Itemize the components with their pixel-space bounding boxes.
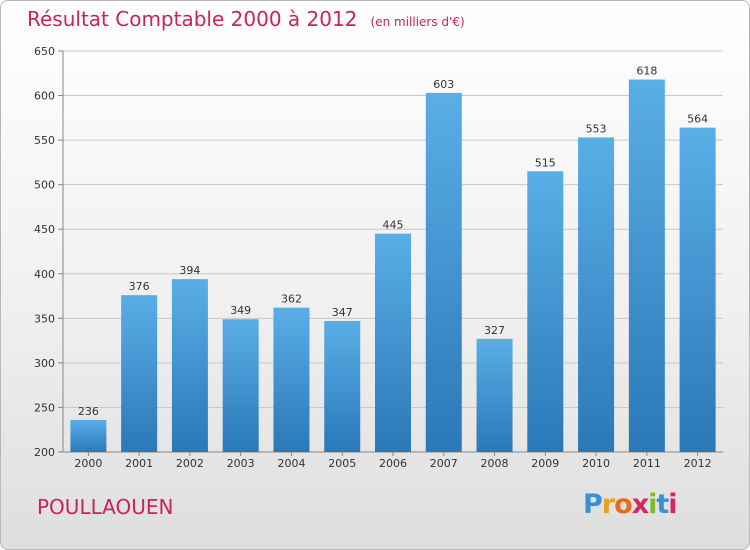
value-label-2012: 564 [687,113,708,126]
x-tick-label-2002: 2002 [176,457,204,470]
labels: 200 250 300 350 400 450 500 550 600 650 236 2000 376… [34,45,712,470]
value-label-2000: 236 [78,405,99,418]
x-tick-label-2000: 2000 [74,457,102,470]
value-label-2003: 349 [230,304,251,317]
bar-2011 [628,79,665,452]
value-label-2001: 376 [129,280,150,293]
value-label-2004: 362 [281,293,302,306]
x-tick-label-2001: 2001 [125,457,153,470]
bar-2008 [476,338,513,452]
x-tick-label-2010: 2010 [582,457,610,470]
logo-letter: i [668,489,677,520]
y-tick-label: 600 [34,90,55,103]
x-tick-label-2004: 2004 [277,457,305,470]
x-tick-label-2009: 2009 [531,457,559,470]
bar-2002 [171,279,208,452]
logo-letter: x [631,489,649,520]
y-tick-label: 500 [34,179,55,192]
chart-title: Résultat Comptable 2000 à 2012 (en milli… [27,7,465,31]
value-label-2010: 553 [586,122,607,135]
bars [70,79,716,453]
value-label-2011: 618 [636,65,657,78]
bar-2010 [578,137,615,452]
x-tick-label-2003: 2003 [227,457,255,470]
x-tick-label-2007: 2007 [430,457,458,470]
commune-name: POULLAOUEN [37,495,174,519]
title-unit: (en milliers d'€) [370,15,465,29]
bar-2004 [273,307,310,452]
logo-letter: t [656,489,669,520]
bar-2005 [324,321,361,452]
logo-letter: r [601,489,615,520]
x-tick-label-2006: 2006 [379,457,407,470]
x-tick-label-2008: 2008 [481,457,509,470]
y-tick-label: 450 [34,223,55,236]
title-text: Résultat Comptable 2000 à 2012 [27,7,358,31]
x-tick-label-2005: 2005 [328,457,356,470]
logo-letter: i [648,489,657,520]
logo-letter: o [614,489,633,520]
y-tick-label: 250 [34,401,55,414]
bar-2003 [222,319,259,452]
bar-2009 [527,171,564,453]
proxiti-logo[interactable]: Proxiti [583,489,678,520]
y-tick-label: 550 [34,134,55,147]
y-tick-label: 350 [34,312,55,325]
bar-2000 [70,419,107,452]
x-tick-label-2011: 2011 [633,457,661,470]
bar-2007 [425,92,462,452]
value-label-2002: 394 [179,264,200,277]
value-label-2005: 347 [332,306,353,319]
y-tick-label: 650 [34,45,55,58]
y-tick-label: 200 [34,446,55,459]
x-tick-label-2012: 2012 [684,457,712,470]
bar-2006 [375,233,411,452]
y-tick-label: 300 [34,357,55,370]
value-label-2007: 603 [433,78,454,91]
value-label-2006: 445 [383,219,404,232]
bar-2012 [679,127,716,452]
value-label-2009: 515 [535,156,556,169]
y-tick-label: 400 [34,268,55,281]
logo-letter: P [583,489,603,520]
bar-2001 [121,295,158,452]
value-label-2008: 327 [484,324,505,337]
